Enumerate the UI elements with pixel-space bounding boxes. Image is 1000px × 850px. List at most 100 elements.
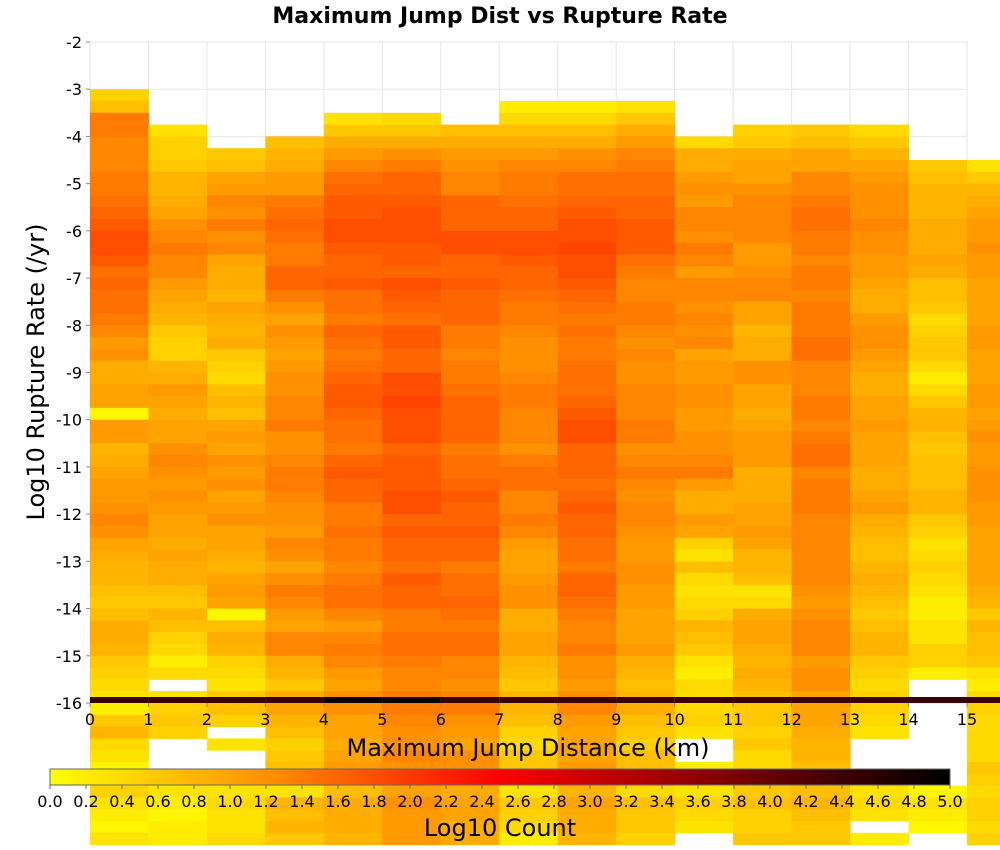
heatmap-cell [206, 278, 266, 291]
heatmap-cell [382, 266, 442, 279]
heatmap-cell [674, 148, 734, 161]
heatmap-cell [90, 561, 149, 574]
heatmap-cell [791, 136, 851, 149]
heatmap-cell [206, 183, 266, 196]
heatmap-cell [90, 726, 149, 739]
heatmap-cell [616, 514, 676, 527]
heatmap-cell [323, 384, 383, 397]
heatmap-cell [499, 514, 559, 527]
heatmap-cell [382, 643, 442, 657]
heatmap-cell [148, 301, 208, 314]
heatmap-cell [265, 655, 325, 669]
heatmap-cell [265, 714, 325, 728]
heatmap-cell [850, 703, 910, 716]
heatmap-cell [265, 632, 325, 645]
heatmap-cell [499, 254, 559, 267]
heatmap-cell [908, 478, 968, 492]
heatmap-cell [791, 160, 851, 173]
heatmap-cell [791, 230, 851, 244]
y-tick-label: -6 [66, 222, 82, 241]
heatmap-cell [791, 821, 851, 834]
heatmap-cell [674, 608, 734, 621]
heatmap-cell [967, 643, 1000, 657]
heatmap-cell [265, 455, 325, 468]
heatmap-cell [850, 832, 910, 846]
heatmap-cell [733, 136, 793, 149]
heatmap-cell [791, 407, 851, 421]
heatmap-cell [382, 561, 442, 574]
heatmap-cell [967, 160, 1000, 173]
heatmap-cell [616, 325, 676, 338]
heatmap-cell [791, 490, 851, 503]
heatmap-cell [90, 573, 149, 586]
heatmap-cell [440, 443, 500, 456]
heatmap-cell [440, 171, 500, 185]
heatmap-cell [90, 242, 149, 255]
heatmap-cell [382, 655, 442, 669]
heatmap-cell [908, 632, 968, 645]
heatmap-cell [90, 407, 149, 421]
x-tick-label: 3 [260, 710, 270, 729]
heatmap-cell [90, 230, 149, 244]
heatmap-cell [440, 514, 500, 527]
heatmap-cell [850, 797, 910, 810]
heatmap-cell [382, 584, 442, 598]
heatmap-cell [967, 195, 1000, 208]
heatmap-cell [206, 325, 266, 338]
heatmap-cell [206, 667, 266, 680]
heatmap-cell [674, 313, 734, 326]
heatmap-cell [323, 301, 383, 314]
heatmap-cell [557, 726, 617, 739]
heatmap-cell [90, 431, 149, 444]
heatmap-cell [791, 313, 851, 326]
heatmap-cell [90, 301, 149, 314]
heatmap-cell [557, 348, 617, 362]
heatmap-cell [382, 490, 442, 503]
heatmap-cell [440, 384, 500, 397]
heatmap-cell [323, 348, 383, 362]
heatmap-cell [265, 372, 325, 385]
heatmap-cell [90, 478, 149, 492]
heatmap-cell [499, 266, 559, 279]
heatmap-cell [791, 301, 851, 314]
heatmap-cell [382, 455, 442, 468]
y-tick-label: -10 [56, 411, 82, 430]
heatmap-cell [557, 714, 617, 728]
heatmap-cell [733, 348, 793, 362]
heatmap-cell [967, 313, 1000, 326]
heatmap-cell [440, 525, 500, 539]
heatmap-cell [616, 584, 676, 598]
heatmap-cell [967, 278, 1000, 291]
heatmap-cell [616, 419, 676, 433]
heatmap-cell [733, 466, 793, 480]
heatmap-cell [323, 455, 383, 468]
heatmap-cell [206, 455, 266, 468]
heatmap-cell [323, 620, 383, 633]
heatmap-cell [148, 396, 208, 409]
heatmap-cell [967, 549, 1000, 562]
heatmap-cell [440, 549, 500, 562]
heatmap-cell [557, 407, 617, 421]
heatmap-cell [440, 726, 500, 739]
heatmap-cell [674, 289, 734, 303]
heatmap-cell [90, 160, 149, 173]
heatmap-cell [733, 502, 793, 515]
heatmap-cell [791, 738, 851, 751]
heatmap-cell [616, 396, 676, 409]
heatmap-cell [850, 148, 910, 161]
heatmap-cell [90, 278, 149, 291]
heatmap-cell [90, 219, 149, 232]
heatmap-cell [440, 478, 500, 492]
heatmap-cell [148, 372, 208, 385]
heatmap-cell [967, 738, 1000, 751]
heatmap-cell [791, 726, 851, 739]
heatmap-cell [90, 584, 149, 598]
heatmap-cell [616, 207, 676, 220]
heatmap-cell [674, 207, 734, 220]
y-axis-label: Log10 Rupture Rate (/yr) [22, 224, 50, 521]
y-tick-label: -7 [66, 269, 82, 288]
heatmap-cell [440, 136, 500, 149]
heatmap-cell [616, 136, 676, 149]
heatmap-cell [557, 809, 617, 822]
heatmap-cell [90, 821, 149, 834]
